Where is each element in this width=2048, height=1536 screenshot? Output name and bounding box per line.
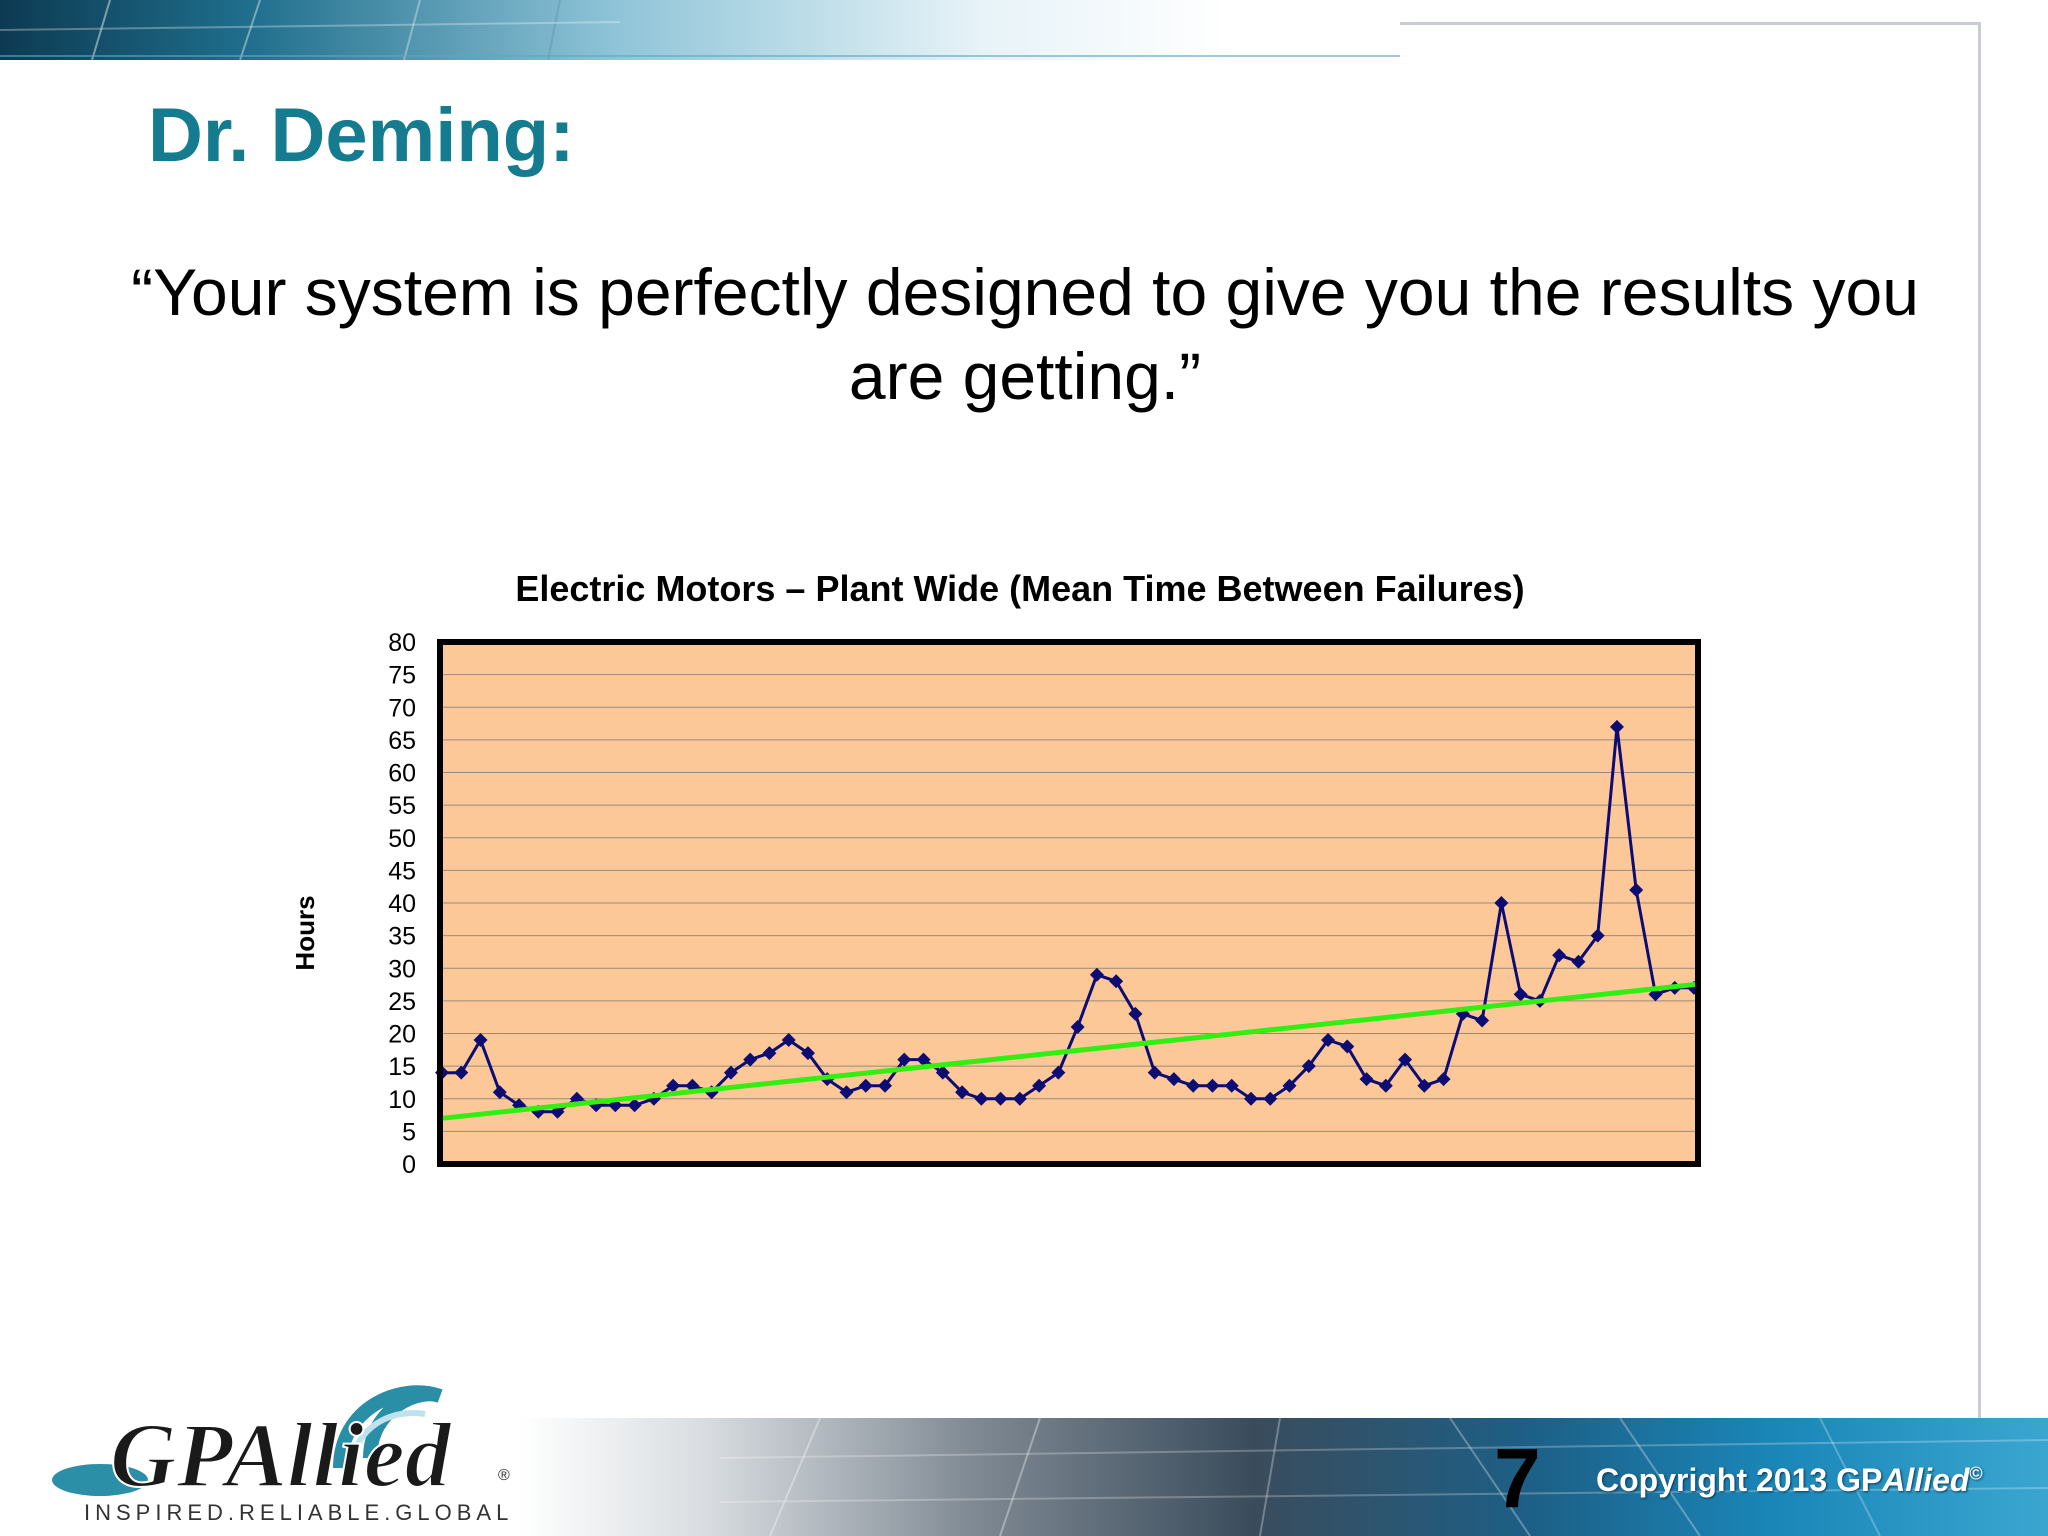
y-axis-label: Hours xyxy=(290,895,320,970)
y-tick-label-5: 5 xyxy=(402,1118,416,1146)
data-point-55 xyxy=(1475,1013,1490,1028)
data-point-52 xyxy=(1417,1078,1432,1093)
data-point-35 xyxy=(1089,967,1104,982)
page-number: 7 xyxy=(1494,1431,1541,1525)
data-point-27 xyxy=(935,1065,950,1080)
data-point-33 xyxy=(1051,1065,1066,1080)
data-point-36 xyxy=(1109,974,1124,989)
data-point-37 xyxy=(1128,1006,1143,1021)
bottom-banner xyxy=(520,1418,2048,1536)
data-point-63 xyxy=(1629,882,1644,897)
top-banner xyxy=(0,0,2048,60)
deming-quote: “Your system is perfectly designed to gi… xyxy=(131,255,1919,413)
data-point-4 xyxy=(492,1085,507,1100)
data-point-41 xyxy=(1205,1078,1220,1093)
data-point-60 xyxy=(1571,954,1586,969)
copyright-brand: Allied xyxy=(1882,1462,1970,1498)
data-point-61 xyxy=(1590,928,1605,943)
data-point-57 xyxy=(1513,987,1528,1002)
frame-line-top xyxy=(1400,22,1980,25)
data-point-32 xyxy=(1032,1078,1047,1093)
data-point-26 xyxy=(916,1052,931,1067)
data-point-50 xyxy=(1378,1078,1393,1093)
copyright-notice: Copyright 2013 GPAllied© xyxy=(1596,1462,1983,1499)
data-point-42 xyxy=(1224,1078,1239,1093)
data-point-59 xyxy=(1552,948,1567,963)
frame-line-right xyxy=(1978,22,1981,1422)
y-tick-label-0: 0 xyxy=(402,1151,416,1179)
y-tick-label-30: 30 xyxy=(388,955,416,983)
y-tick-label-25: 25 xyxy=(388,988,416,1016)
data-point-11 xyxy=(627,1098,642,1113)
logo-registered-mark: ® xyxy=(498,1467,510,1484)
data-point-2 xyxy=(454,1065,469,1080)
data-point-17 xyxy=(743,1052,758,1067)
y-tick-label-20: 20 xyxy=(388,1021,416,1049)
y-tick-label-70: 70 xyxy=(388,694,416,722)
data-point-45 xyxy=(1282,1078,1297,1093)
y-tick-label-60: 60 xyxy=(388,760,416,788)
trend-line xyxy=(439,982,1697,1121)
copyright-prefix: Copyright 2013 GP xyxy=(1596,1462,1883,1498)
data-point-20 xyxy=(800,1046,815,1061)
data-point-34 xyxy=(1070,1019,1085,1034)
y-tick-label-65: 65 xyxy=(388,727,416,755)
data-point-16 xyxy=(723,1065,738,1080)
y-axis-tick-labels: 0 5 10 15 20 25 30 35 40 45 50 55 60 65 70 75 80 xyxy=(388,629,416,1179)
data-point-13 xyxy=(666,1078,681,1093)
logo-wordmark: GPAllied xyxy=(110,1404,453,1498)
y-tick-label-55: 55 xyxy=(388,792,416,820)
bottom-banner-grid-pattern xyxy=(719,1418,2048,1536)
gpallied-logo: GPAllied ® xyxy=(52,1385,510,1498)
data-point-44 xyxy=(1263,1091,1278,1106)
data-point-43 xyxy=(1243,1091,1258,1106)
data-point-18 xyxy=(762,1046,777,1061)
data-point-51 xyxy=(1398,1052,1413,1067)
data-point-46 xyxy=(1301,1059,1316,1074)
data-point-38 xyxy=(1147,1065,1162,1080)
data-point-23 xyxy=(858,1078,873,1093)
y-tick-label-15: 15 xyxy=(388,1053,416,1081)
logo-tagline: INSPIRED.RELIABLE.GLOBAL xyxy=(84,1500,514,1525)
data-point-39 xyxy=(1166,1072,1181,1087)
data-point-30 xyxy=(993,1091,1008,1106)
data-point-3 xyxy=(473,1033,488,1048)
data-point-28 xyxy=(955,1085,970,1100)
plot-border xyxy=(437,639,1701,1167)
y-tick-label-75: 75 xyxy=(388,662,416,690)
y-tick-label-50: 50 xyxy=(388,825,416,853)
data-point-29 xyxy=(974,1091,989,1106)
data-point-40 xyxy=(1186,1078,1201,1093)
y-tick-label-40: 40 xyxy=(388,890,416,918)
data-point-56 xyxy=(1494,896,1509,910)
data-point-24 xyxy=(878,1078,893,1093)
data-point-47 xyxy=(1321,1033,1336,1048)
slide-title: Dr. Deming: xyxy=(148,93,575,178)
y-tick-label-80: 80 xyxy=(388,629,416,657)
data-point-49 xyxy=(1359,1072,1374,1087)
data-point-31 xyxy=(1012,1091,1027,1106)
data-point-22 xyxy=(839,1085,854,1100)
top-banner-grid-pattern xyxy=(0,0,1400,60)
data-point-53 xyxy=(1436,1072,1451,1087)
data-point-19 xyxy=(781,1033,796,1048)
y-tick-label-10: 10 xyxy=(388,1086,416,1114)
data-point-48 xyxy=(1340,1039,1355,1054)
chart-title: Electric Motors – Plant Wide (Mean Time … xyxy=(515,568,1525,609)
data-point-25 xyxy=(897,1052,912,1067)
copyright-mark: © xyxy=(1969,1463,1983,1484)
mtbf-line-chart: 0 5 10 15 20 25 30 35 40 45 50 55 60 65 70 75 80 Hours xyxy=(290,629,1701,1179)
y-tick-label-35: 35 xyxy=(388,923,416,951)
y-tick-label-45: 45 xyxy=(388,857,416,885)
data-point-62 xyxy=(1609,719,1624,734)
gridlines xyxy=(440,674,1698,1132)
